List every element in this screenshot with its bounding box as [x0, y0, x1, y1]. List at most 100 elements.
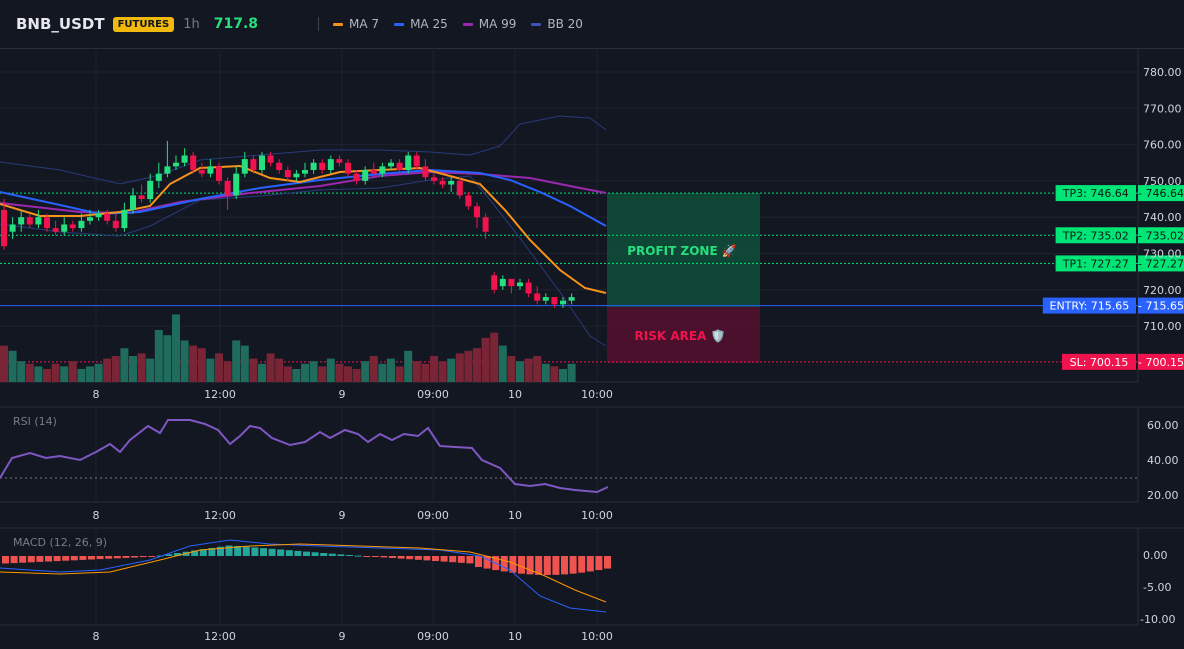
price-tick: 730.00	[1143, 248, 1182, 261]
candle-body	[388, 162, 394, 167]
candle-body	[310, 162, 317, 171]
volume-bar	[309, 361, 318, 382]
volume-bar	[326, 358, 335, 382]
candle-body	[35, 217, 42, 225]
time-label: 9	[339, 630, 346, 643]
macd-signal-line	[0, 543, 607, 603]
candle-body	[207, 166, 214, 174]
timeframe-selector[interactable]: 1h	[183, 16, 200, 32]
time-label: 12:00	[204, 630, 236, 643]
time-axis[interactable]: 8 12:00 9 09:00 10 10:00 8 12:00 9 09:00 10 10:00 8 1…	[93, 388, 613, 643]
macd-bar	[432, 556, 439, 561]
candle-body	[130, 195, 136, 210]
risk-zone-label: RISK AREA 🛡️	[635, 329, 726, 343]
candle-body	[319, 162, 326, 171]
volume-bar	[498, 345, 507, 382]
candle-body	[112, 220, 119, 229]
ma7-swatch-icon	[333, 22, 344, 26]
candle-body	[353, 173, 360, 181]
volume-bar	[507, 356, 516, 382]
rsi-tick-40: 40.00	[1147, 454, 1179, 467]
macd-bar	[88, 556, 95, 560]
level-value-text: - 700.15	[1138, 356, 1184, 369]
candle-body	[448, 180, 455, 185]
volume-bar	[77, 369, 86, 382]
volume-bar	[25, 363, 34, 382]
volume-bar	[387, 358, 395, 382]
volume-bar	[189, 345, 198, 382]
volume-bar	[60, 366, 69, 382]
volume-bar	[232, 340, 241, 382]
price-axis[interactable]: 780.00 770.00 760.00 750.00 740.00 730.00 720.…	[1143, 66, 1182, 333]
time-label: 09:00	[417, 509, 449, 522]
candle-body	[241, 159, 248, 174]
time-label: 09:00	[417, 388, 449, 401]
candle-body	[345, 162, 351, 174]
macd-bar	[113, 556, 121, 559]
macd-bar	[552, 556, 560, 575]
level-value-text: - 727.27	[1138, 257, 1184, 270]
volume-bar	[94, 363, 103, 382]
rsi-line	[0, 419, 609, 494]
volume-bar	[516, 361, 524, 382]
macd-bar	[457, 556, 465, 563]
macd-bar	[303, 551, 310, 556]
macd-bar	[569, 556, 577, 574]
level-tag-text: TP1: 727.27	[1062, 257, 1129, 270]
macd-bar	[354, 555, 362, 557]
volume-bar	[172, 314, 180, 382]
macd-line	[0, 539, 607, 613]
volume-bar	[154, 330, 163, 382]
candle-body	[78, 220, 85, 229]
candle-body	[517, 282, 523, 287]
macd-bar	[277, 549, 285, 556]
volume-bar	[249, 358, 258, 382]
macd-bar	[414, 556, 422, 560]
legend-ma25[interactable]: MA 25	[394, 17, 448, 31]
legend-ma99[interactable]: MA 99	[462, 17, 516, 31]
macd-bar	[475, 556, 482, 567]
macd-bar	[139, 556, 147, 558]
candle-body	[69, 224, 76, 229]
macd-bar	[268, 548, 276, 556]
volume-bar	[17, 361, 26, 382]
macd-bar	[62, 556, 70, 561]
candle-body	[456, 180, 463, 196]
legend-ma7[interactable]: MA 7	[333, 17, 379, 31]
volume-bar	[318, 366, 327, 382]
volume-bar	[68, 361, 77, 382]
price-tick: 710.00	[1143, 320, 1182, 333]
candle-body	[173, 162, 179, 167]
candle-body	[482, 217, 489, 232]
candle-body	[405, 155, 412, 171]
rsi-title: RSI (14)	[13, 415, 57, 428]
price-tick: 720.00	[1143, 284, 1182, 297]
volume-bar	[283, 366, 292, 382]
volume-bar	[533, 356, 542, 382]
price-tick: 780.00	[1143, 66, 1182, 79]
legend-bb20[interactable]: BB 20	[531, 17, 583, 31]
candle-body	[155, 173, 162, 181]
level-tag-text: TP3: 746.64	[1062, 187, 1129, 200]
volume-bar	[258, 363, 266, 382]
macd-bar	[96, 556, 104, 560]
candle-body	[138, 195, 145, 200]
volume-bar	[438, 361, 447, 382]
volume-bar	[215, 353, 223, 382]
volume-bar	[111, 356, 120, 382]
volume-bars	[0, 314, 576, 382]
chart-canvas[interactable]: PROFIT ZONE 🚀 RISK AREA 🛡️ TP3: 746.64 - …	[0, 48, 1184, 649]
macd-bar	[406, 556, 414, 560]
macd-bar	[10, 556, 18, 564]
candle-body	[259, 155, 265, 171]
symbol-name[interactable]: BNB_USDT	[16, 15, 105, 33]
macd-bar	[105, 556, 113, 559]
volume-bar	[146, 358, 155, 382]
macd-bar	[535, 556, 543, 575]
level-tag-text: SL: 700.15	[1070, 356, 1129, 369]
candle-body	[233, 173, 240, 196]
macd-bar	[346, 555, 353, 556]
level-value-badge	[1138, 185, 1184, 202]
macd-bar	[526, 556, 534, 575]
level-value-badge	[1138, 255, 1184, 272]
